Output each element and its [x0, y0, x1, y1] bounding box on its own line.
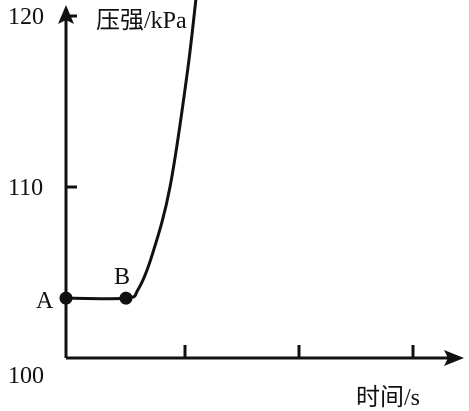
y-tick-label-100: 100	[8, 363, 44, 389]
x-ticks-group	[183, 345, 415, 358]
x-axis-arrowhead	[444, 350, 464, 366]
y-tick-label-110: 110	[8, 175, 43, 201]
pressure-curve	[65, 0, 198, 301]
x-axis-label: 时间/s	[356, 384, 420, 411]
data-point-b	[119, 291, 133, 305]
point-label-b: B	[114, 264, 130, 290]
point-label-a: A	[36, 288, 54, 314]
data-point-a	[59, 291, 73, 305]
data-points-group	[59, 291, 133, 305]
point-labels-group: ABCDE	[36, 264, 130, 314]
y-axis-label: 压强/kPa	[96, 8, 187, 34]
y-tick-labels-group: 100110120130	[8, 4, 44, 389]
y-ticks-group	[66, 14, 77, 189]
y-tick-label-120: 120	[8, 4, 44, 30]
